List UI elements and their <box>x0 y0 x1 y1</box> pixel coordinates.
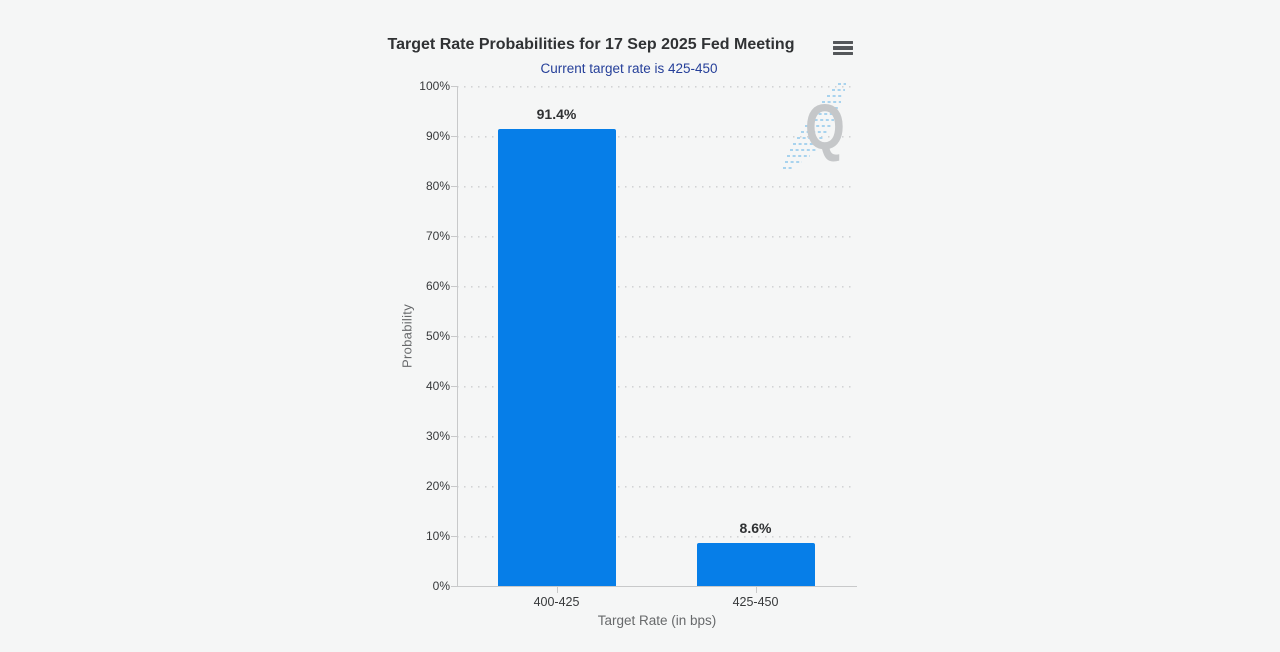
watermark-q-letter: Q <box>805 91 845 163</box>
y-axis-label: 20% <box>425 479 450 493</box>
y-axis-tick <box>451 186 457 187</box>
gridline <box>457 385 855 388</box>
gridline <box>457 285 855 288</box>
chart-title: Target Rate Probabilities for 17 Sep 202… <box>387 36 795 53</box>
hamburger-icon <box>833 46 853 50</box>
y-axis-tick <box>451 86 457 87</box>
gridline <box>457 135 855 138</box>
y-axis-tick <box>451 336 457 337</box>
bar-data-label: 8.6% <box>739 520 772 536</box>
gridline <box>457 535 855 538</box>
gridline <box>457 335 855 338</box>
y-axis-tick <box>451 386 457 387</box>
x-axis-line <box>457 586 857 587</box>
y-axis-label: 90% <box>425 129 450 143</box>
gridline <box>457 435 855 438</box>
y-axis-tick <box>451 586 457 587</box>
x-axis-category-label: 400-425 <box>533 595 580 609</box>
probability-bar[interactable] <box>696 543 815 586</box>
gridline <box>457 235 855 238</box>
y-axis-tick <box>451 536 457 537</box>
hamburger-icon <box>833 40 853 44</box>
y-axis-label: 0% <box>432 579 450 593</box>
gridline <box>457 85 855 88</box>
y-axis-label: 80% <box>425 179 450 193</box>
x-axis-tick <box>755 587 757 593</box>
chart-subtitle: Current target rate is 425-450 <box>540 61 718 76</box>
y-axis-tick <box>451 436 457 437</box>
export-menu-button[interactable] <box>831 37 855 59</box>
probability-bar[interactable] <box>497 129 616 586</box>
y-axis-label: 100% <box>419 79 450 93</box>
y-axis-tick <box>451 236 457 237</box>
plot-area <box>457 85 855 586</box>
y-axis-title: Probability <box>399 304 415 368</box>
y-axis-line <box>457 86 458 586</box>
y-axis-tick <box>451 486 457 487</box>
y-axis-tick <box>451 286 457 287</box>
y-axis-label: 70% <box>425 229 450 243</box>
gridline <box>457 485 855 488</box>
x-axis-category-label: 425-450 <box>732 595 779 609</box>
y-axis-label: 40% <box>425 379 450 393</box>
y-axis-tick <box>451 136 457 137</box>
gridline <box>457 185 855 188</box>
hamburger-icon <box>833 52 853 56</box>
y-axis-label: 30% <box>425 429 450 443</box>
y-axis-label: 60% <box>425 279 450 293</box>
y-axis-label: 10% <box>425 529 450 543</box>
bar-data-label: 91.4% <box>536 106 577 122</box>
x-axis-tick <box>556 587 558 593</box>
x-axis-title: Target Rate (in bps) <box>597 613 717 628</box>
y-axis-label: 50% <box>425 329 450 343</box>
